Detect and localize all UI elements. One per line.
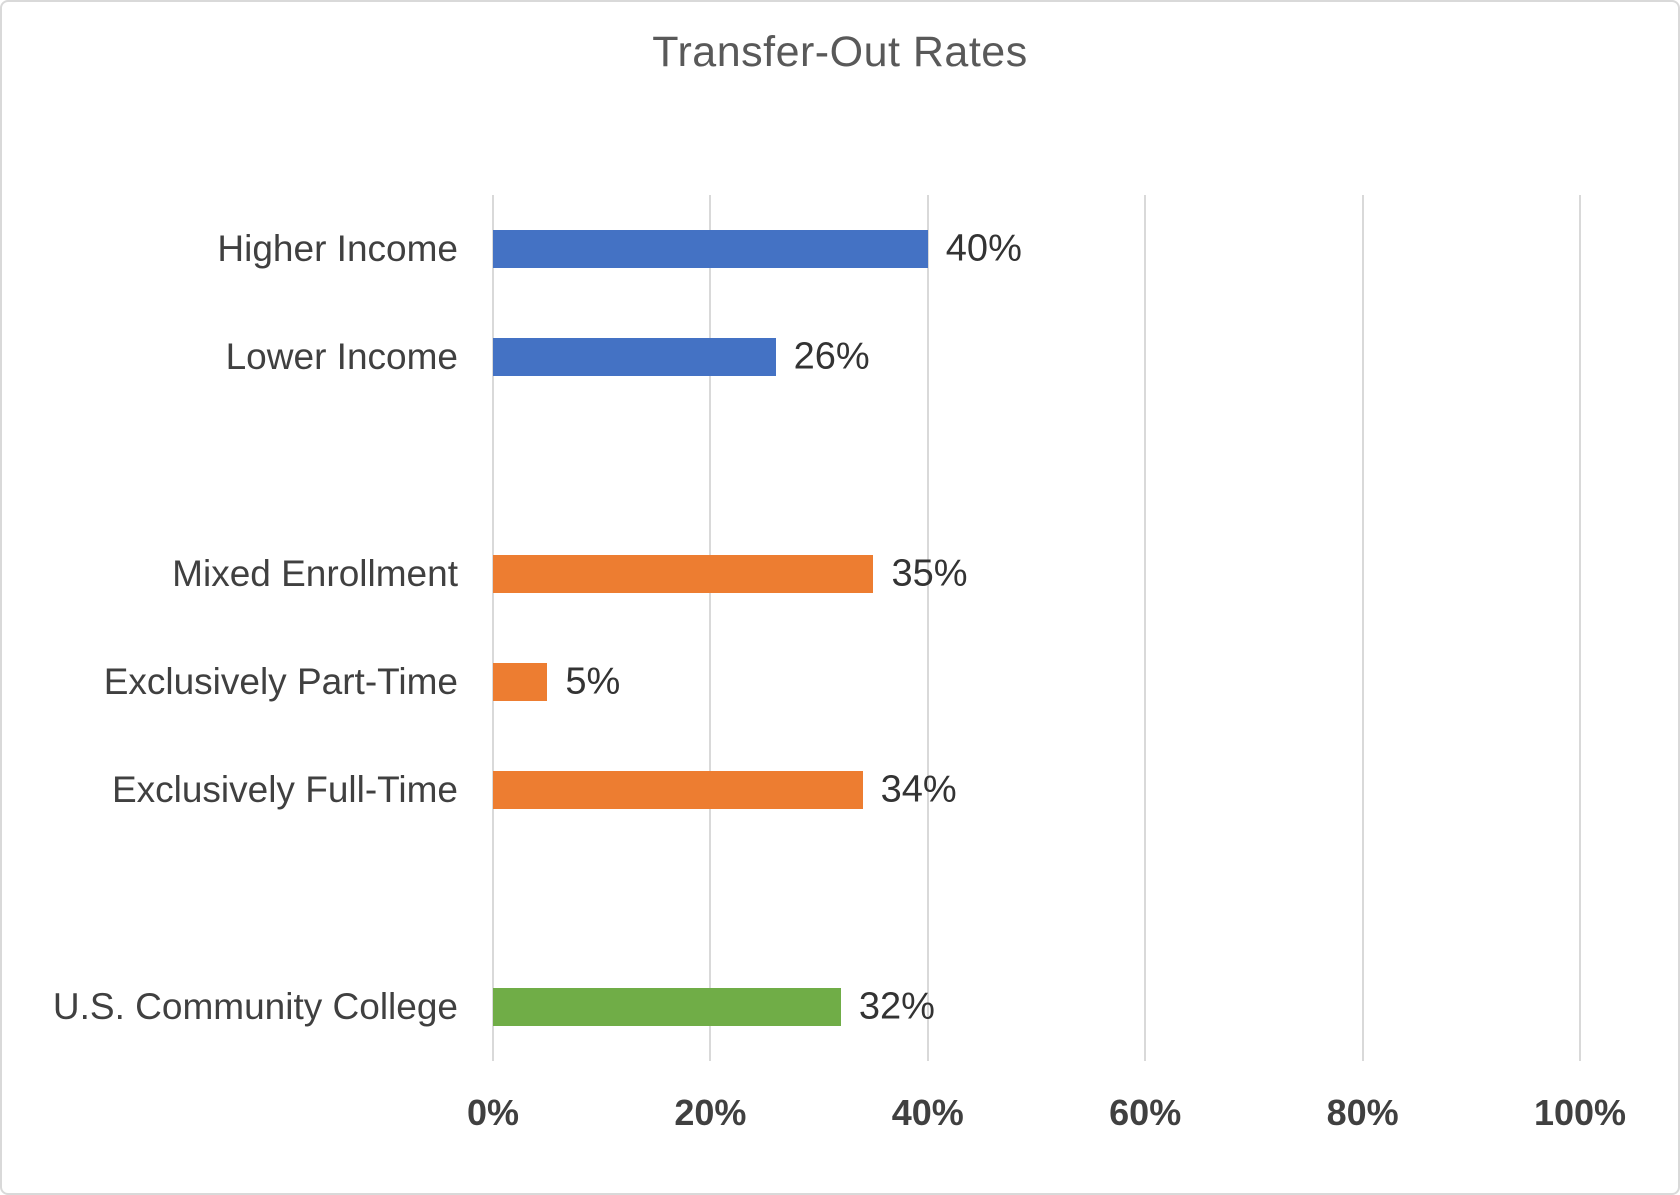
bar-u-s-community-college [493,987,841,1026]
bar-exclusively-full-time [493,771,863,810]
gridline-60pct [1144,195,1147,1061]
x-tick-20pct: 20% [674,1092,747,1133]
bar-lower-income [493,338,776,377]
gridline-20pct [709,195,712,1061]
category-label-u-s-community-college: U.S. Community College [52,985,458,1027]
x-tick-40pct: 40% [891,1092,964,1133]
gridline-100pct [1579,195,1581,1061]
value-label-exclusively-full-time: 34% [880,768,957,811]
gridline-40pct [926,195,929,1061]
chart-title: Transfer-Out Rates [652,28,1028,76]
bar-exclusively-part-time [493,663,548,702]
gridline-0pct [492,195,494,1061]
bar-mixed-enrollment [493,554,874,593]
value-label-lower-income: 26% [793,335,870,378]
category-label-mixed-enrollment: Mixed Enrollment [172,552,458,594]
bar-higher-income [493,230,928,269]
x-tick-80pct: 80% [1326,1092,1399,1133]
x-tick-100pct: 100% [1533,1092,1627,1133]
value-label-mixed-enrollment: 35% [891,552,968,595]
gridline-80pct [1361,195,1364,1061]
x-tick-60pct: 60% [1109,1092,1182,1133]
value-label-higher-income: 40% [945,227,1022,270]
category-label-exclusively-part-time: Exclusively Part-Time [103,661,458,703]
value-label-exclusively-part-time: 5% [565,660,621,703]
category-label-lower-income: Lower Income [225,336,458,378]
category-label-exclusively-full-time: Exclusively Full-Time [111,769,458,811]
value-label-u-s-community-college: 32% [858,985,935,1028]
x-tick-0pct: 0% [466,1092,520,1133]
category-label-higher-income: Higher Income [217,228,458,270]
